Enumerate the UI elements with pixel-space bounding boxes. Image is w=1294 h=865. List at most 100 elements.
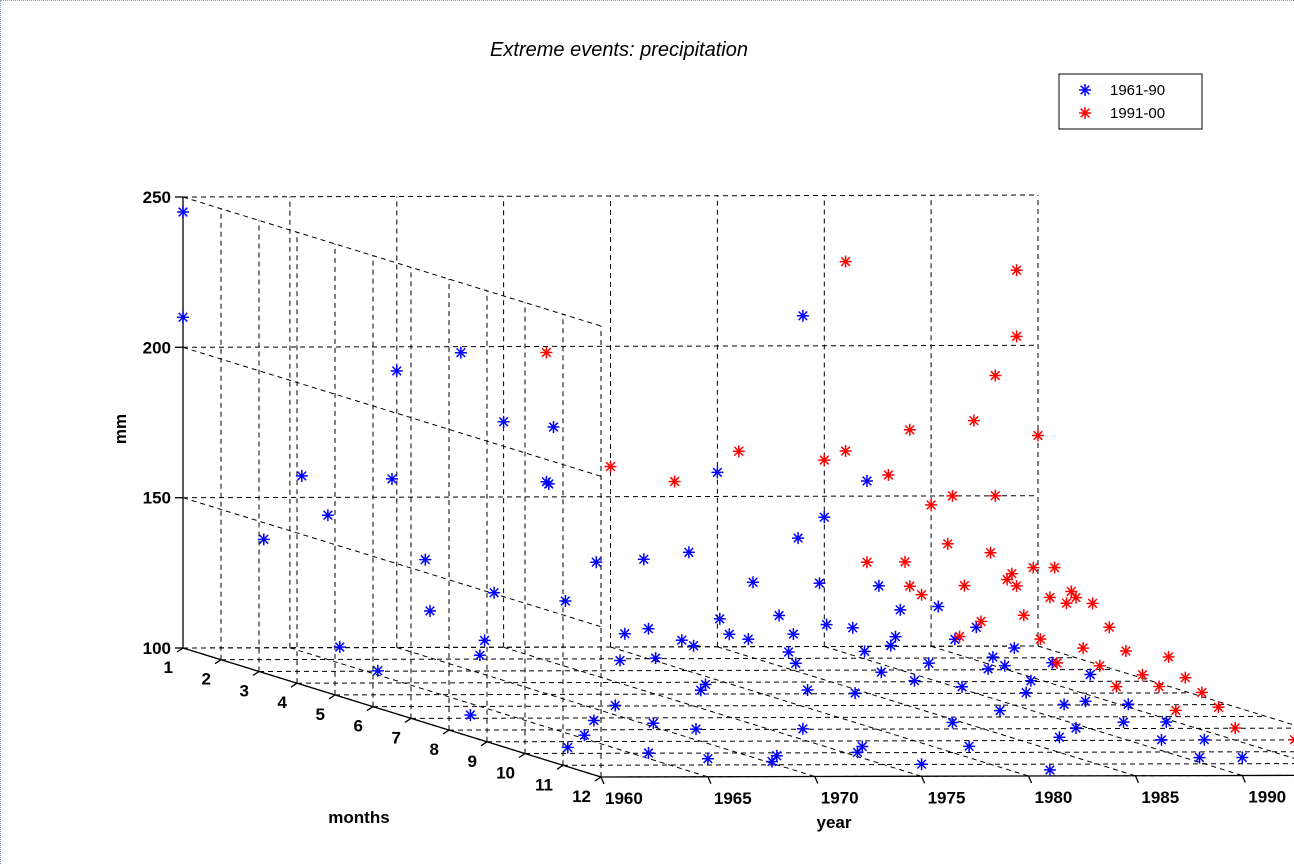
y-tick-label: 1990 bbox=[1248, 788, 1286, 807]
x-tick-mark bbox=[253, 672, 259, 676]
data-point-1961-90 bbox=[647, 717, 659, 729]
y-tick-mark bbox=[815, 777, 818, 784]
data-point-1991-00 bbox=[904, 424, 916, 436]
x-tick-mark bbox=[291, 683, 297, 687]
data-point-1961-90 bbox=[1025, 675, 1037, 687]
x-tick-label: 1 bbox=[164, 658, 173, 677]
x-tick-label: 5 bbox=[316, 705, 325, 724]
data-point-1961-90 bbox=[488, 587, 500, 599]
data-point-1991-00 bbox=[733, 445, 745, 457]
legend-label-1991-00: 1991-00 bbox=[1110, 105, 1165, 122]
side-grid-line-z bbox=[183, 197, 601, 326]
data-point-1991-00 bbox=[840, 256, 852, 268]
data-point-1991-00 bbox=[840, 445, 852, 457]
data-point-1991-00 bbox=[861, 556, 873, 568]
data-point-1961-90 bbox=[562, 741, 574, 753]
data-point-1991-00 bbox=[947, 490, 959, 502]
data-point-1961-90 bbox=[322, 509, 334, 521]
data-point-1961-90 bbox=[873, 580, 885, 592]
x-tick-mark bbox=[595, 777, 601, 781]
data-point-1961-90 bbox=[852, 746, 864, 758]
y-tick-label: 1965 bbox=[714, 789, 752, 808]
x-tick-label: 11 bbox=[535, 775, 553, 794]
z-tick-label: 200 bbox=[143, 338, 171, 357]
data-point-1961-90 bbox=[1058, 698, 1070, 710]
data-point-1961-90 bbox=[797, 723, 809, 735]
data-point-1961-90 bbox=[1084, 669, 1096, 681]
legend-star-1991-00 bbox=[1079, 107, 1091, 119]
floor-grid-line-month bbox=[335, 693, 1190, 695]
data-point-1961-90 bbox=[559, 595, 571, 607]
data-point-1961-90 bbox=[177, 311, 189, 323]
data-point-1961-90 bbox=[548, 421, 560, 433]
x-axis-line bbox=[183, 648, 601, 777]
x-tick-label: 3 bbox=[240, 682, 249, 701]
data-point-1991-00 bbox=[1065, 585, 1077, 597]
data-point-1991-00 bbox=[1153, 681, 1165, 693]
x-tick-label: 4 bbox=[278, 693, 288, 712]
floor-grid-line-year bbox=[1038, 646, 1294, 775]
data-point-1991-00 bbox=[1011, 330, 1023, 342]
data-point-1991-00 bbox=[1018, 609, 1030, 621]
data-point-1991-00 bbox=[1163, 651, 1175, 663]
data-point-1961-90 bbox=[814, 577, 826, 589]
data-point-1961-90 bbox=[847, 622, 859, 634]
data-point-1991-00 bbox=[989, 490, 1001, 502]
data-point-1961-90 bbox=[424, 605, 436, 617]
data-point-1991-00 bbox=[540, 347, 552, 359]
data-point-1961-90 bbox=[464, 709, 476, 721]
y-tick-label: 1975 bbox=[928, 788, 966, 807]
data-point-1991-00 bbox=[1034, 633, 1046, 645]
x-tick-mark bbox=[367, 707, 373, 711]
data-point-1991-00 bbox=[1077, 642, 1089, 654]
data-point-1991-00 bbox=[942, 538, 954, 550]
data-point-1961-90 bbox=[783, 646, 795, 658]
chart-legend: 1961-90 1991-00 bbox=[1059, 74, 1202, 129]
data-point-1961-90 bbox=[334, 641, 346, 653]
data-point-1991-00 bbox=[1011, 264, 1023, 276]
data-point-1991-00 bbox=[1289, 734, 1294, 746]
data-point-1961-90 bbox=[821, 619, 833, 631]
data-point-1991-00 bbox=[904, 580, 916, 592]
x-axis-label: months bbox=[328, 808, 389, 827]
data-point-1961-90 bbox=[1008, 642, 1020, 654]
data-point-1961-90 bbox=[386, 473, 398, 485]
data-point-1961-90 bbox=[683, 546, 695, 558]
data-point-1961-90 bbox=[1044, 764, 1056, 776]
data-point-1991-00 bbox=[1061, 597, 1073, 609]
data-point-1961-90 bbox=[790, 657, 802, 669]
back-grid-line-z bbox=[183, 496, 1038, 498]
data-point-1991-00 bbox=[1044, 591, 1056, 603]
data-point-1961-90 bbox=[688, 640, 700, 652]
data-point-1961-90 bbox=[419, 554, 431, 566]
y-tick-mark bbox=[1242, 776, 1245, 783]
data-point-1961-90 bbox=[947, 717, 959, 729]
side-grid-line-z bbox=[183, 347, 601, 476]
data-point-1961-90 bbox=[792, 532, 804, 544]
data-point-1961-90 bbox=[676, 634, 688, 646]
data-point-1991-00 bbox=[925, 499, 937, 511]
legend-marker-1961-90 bbox=[1079, 84, 1091, 96]
data-point-1961-90 bbox=[1020, 687, 1032, 699]
data-point-1961-90 bbox=[372, 665, 384, 677]
data-point-1991-00 bbox=[985, 547, 997, 559]
data-point-1961-90 bbox=[994, 705, 1006, 717]
y-tick-mark bbox=[708, 777, 711, 784]
data-point-1991-00 bbox=[1051, 657, 1063, 669]
data-point-1961-90 bbox=[474, 649, 486, 661]
data-point-1961-90 bbox=[711, 466, 723, 478]
z-axis-label: mm bbox=[111, 414, 130, 444]
data-point-1961-90 bbox=[177, 206, 189, 218]
data-point-1961-90 bbox=[773, 610, 785, 622]
y-tick-mark bbox=[1029, 776, 1032, 783]
data-point-1961-90 bbox=[999, 660, 1011, 672]
y-tick-label: 1985 bbox=[1141, 788, 1179, 807]
data-point-1961-90 bbox=[296, 470, 308, 482]
data-point-1961-90 bbox=[923, 657, 935, 669]
data-point-1991-00 bbox=[882, 469, 894, 481]
data-point-1961-90 bbox=[818, 511, 830, 523]
data-point-1991-00 bbox=[1027, 562, 1039, 574]
floor-grid-line-month bbox=[487, 740, 1294, 742]
data-point-1961-90 bbox=[802, 684, 814, 696]
